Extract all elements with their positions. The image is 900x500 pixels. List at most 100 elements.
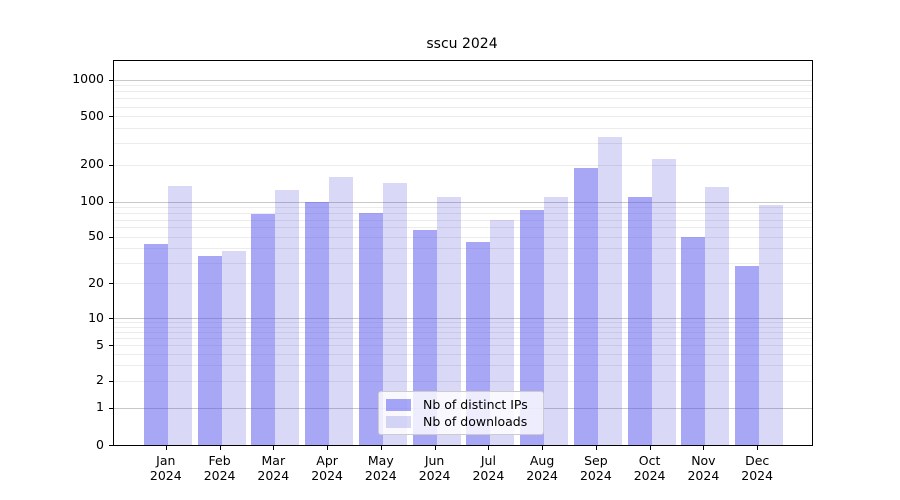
minor-gridline [114, 236, 812, 238]
minor-gridline [114, 262, 812, 264]
y-tick-label: 0 [96, 436, 104, 452]
y-tick-label: 100 [80, 193, 104, 208]
x-tick [165, 446, 167, 450]
x-tick [542, 446, 544, 450]
x-tick [327, 446, 329, 450]
bar-distinct-ips-jan [143, 244, 168, 445]
legend-item-distinct-ips: Nb of distinct IPs [386, 397, 536, 413]
x-tick-label: Jun 2024 [418, 453, 451, 483]
x-tick [434, 446, 436, 450]
x-tick-label: Jan 2024 [149, 453, 182, 483]
legend-label-distinct-ips: Nb of distinct IPs [423, 397, 528, 412]
bar-distinct-ips-feb [197, 256, 222, 445]
y-tick-label: 2 [96, 372, 104, 388]
minor-gridline [114, 345, 812, 347]
minor-gridline [114, 98, 812, 100]
minor-gridline [114, 206, 812, 208]
x-tick-label: Oct 2024 [633, 453, 666, 483]
x-tick [488, 446, 490, 450]
minor-gridline [114, 143, 812, 145]
x-tick-label: Nov 2024 [687, 453, 720, 483]
x-tick-label: Mar 2024 [257, 453, 290, 483]
y-tick [109, 345, 113, 347]
bar-downloads-apr [329, 177, 354, 445]
bar-downloads-jan [167, 186, 192, 445]
y-tick [109, 236, 113, 238]
x-tick-label: Aug 2024 [526, 453, 558, 483]
bar-downloads-dec [759, 204, 784, 445]
minor-gridline [114, 365, 812, 366]
major-gridline [114, 318, 812, 320]
major-gridline [114, 201, 812, 203]
y-tick-label: 500 [80, 107, 104, 123]
bar-distinct-ips-mar [251, 214, 276, 445]
bar-downloads-sep [597, 136, 622, 445]
minor-gridline [114, 85, 812, 87]
y-tick-label: 200 [80, 156, 104, 172]
bar-downloads-aug [544, 196, 569, 445]
legend-label-downloads: Nb of downloads [423, 414, 528, 429]
minor-gridline [114, 332, 812, 334]
minor-gridline [114, 353, 812, 355]
minor-gridline [114, 91, 812, 93]
bar-downloads-mar [275, 189, 300, 445]
y-tick-label: 5 [96, 336, 104, 352]
y-tick-label: 10 [88, 309, 104, 325]
y-tick-label: 1 [96, 399, 104, 415]
bar-distinct-ips-sep [573, 167, 598, 445]
minor-gridline [114, 212, 812, 214]
x-tick [595, 446, 597, 450]
legend-swatch-downloads [386, 415, 411, 428]
minor-gridline [114, 283, 812, 285]
x-tick [649, 446, 651, 450]
legend-swatch-distinct-ips [386, 398, 411, 411]
legend-item-downloads: Nb of downloads [386, 414, 536, 430]
x-tick [703, 446, 705, 450]
minor-gridline [114, 327, 812, 328]
x-tick-label: May 2024 [364, 453, 397, 483]
major-gridline [114, 79, 812, 81]
chart-title: sscu 2024 [426, 36, 498, 52]
y-tick [109, 445, 113, 446]
y-tick [109, 407, 113, 409]
plot-area: 0 1 2 5 10 20 50 100 200 500 1000 Jan 2024 Feb 2024 M… [72, 60, 813, 483]
bar-downloads-oct [651, 159, 676, 445]
minor-gridline [114, 338, 812, 340]
minor-gridline [114, 128, 812, 129]
x-tick-label: Sep 2024 [579, 453, 612, 483]
x-tick-label: Jul 2024 [472, 453, 505, 483]
y-tick [109, 318, 113, 320]
minor-gridline [114, 106, 812, 108]
bar-distinct-ips-apr [305, 201, 330, 445]
y-tick [109, 380, 113, 382]
bar-distinct-ips-nov [681, 236, 706, 445]
x-tick [273, 446, 275, 450]
minor-gridline [114, 248, 812, 249]
minor-gridline [114, 116, 812, 118]
y-tick [109, 164, 113, 166]
minor-gridline [114, 322, 812, 324]
y-tick-label: 1000 [72, 71, 104, 86]
minor-gridline [114, 219, 812, 221]
bar-distinct-ips-oct [627, 196, 652, 445]
y-tick-label: 20 [88, 274, 104, 290]
bar-downloads-feb [221, 250, 246, 445]
x-tick [219, 446, 221, 450]
y-tick [109, 79, 113, 81]
y-tick [109, 116, 113, 118]
minor-gridline [114, 380, 812, 382]
minor-gridline [114, 227, 812, 229]
y-tick [109, 201, 113, 203]
legend: Nb of distinct IPs Nb of downloads [378, 391, 544, 435]
minor-gridline [114, 164, 812, 166]
bar-distinct-ips-dec [735, 266, 760, 445]
x-tick-label: Feb 2024 [203, 453, 236, 483]
x-tick [757, 446, 759, 450]
x-tick-label: Apr 2024 [311, 453, 343, 483]
x-tick-label: Dec 2024 [741, 453, 774, 483]
x-tick [380, 446, 382, 450]
bar-downloads-nov [705, 187, 730, 445]
y-tick-label: 50 [88, 228, 104, 244]
y-tick [109, 283, 113, 285]
